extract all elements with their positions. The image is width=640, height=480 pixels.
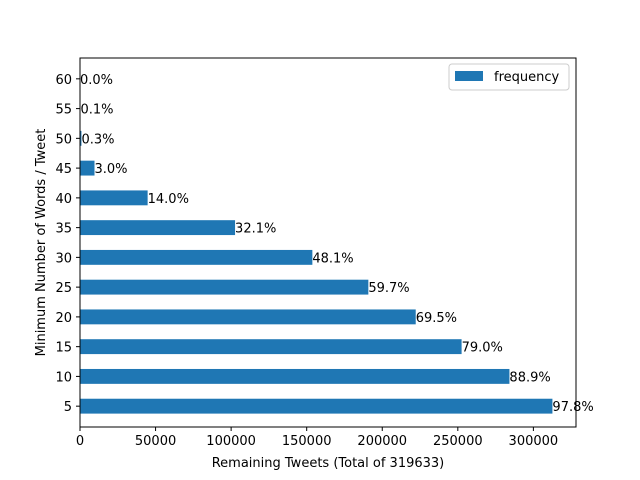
- legend-label: frequency: [494, 70, 560, 85]
- data-label-30: 48.1%: [312, 251, 353, 266]
- bar-15: [80, 339, 462, 355]
- x-tick-label-200000: 200000: [357, 434, 407, 449]
- bar-20: [80, 309, 416, 325]
- legend-box: [448, 63, 570, 91]
- x-tick-label-150000: 150000: [282, 434, 332, 449]
- data-label-60: 0.0%: [80, 73, 113, 88]
- bar-10: [80, 368, 510, 384]
- y-tick-label-35: 35: [55, 222, 72, 237]
- data-label-5: 97.8%: [552, 400, 593, 415]
- data-label-55: 0.1%: [80, 103, 113, 118]
- data-labels-group: 97.8%88.9% 79.0% 69.5% 59.7% 48.1% 32.1% 14.0%…: [80, 73, 594, 415]
- data-label-25: 59.7%: [368, 281, 409, 296]
- x-tick-label-250000: 250000: [433, 434, 483, 449]
- y-tick-label-55: 55: [55, 103, 72, 118]
- data-label-10: 88.9%: [509, 370, 550, 385]
- data-label-35: 32.1%: [235, 222, 276, 237]
- plot-frame: [79, 57, 577, 428]
- x-tick-label-100000: 100000: [206, 434, 256, 449]
- y-tick-label-30: 30: [55, 251, 72, 266]
- bar-45: [80, 160, 95, 176]
- x-tick-label-0: 0: [76, 434, 84, 449]
- bar-40: [80, 190, 148, 206]
- bar-35: [80, 220, 236, 236]
- bar-25: [80, 279, 369, 295]
- bar-5: [80, 398, 553, 414]
- legend-swatch: [455, 71, 483, 81]
- y-axis: 5 10 15 20 25 30 35 40 45 50 55 60: [55, 73, 80, 415]
- bars-group: [80, 101, 553, 414]
- bar-30: [80, 249, 313, 265]
- data-label-20: 69.5%: [416, 311, 457, 326]
- bar-50: [80, 130, 82, 146]
- y-tick-label-10: 10: [55, 370, 72, 385]
- legend: frequency: [448, 63, 570, 91]
- data-label-45: 3.0%: [95, 162, 128, 177]
- y-tick-label-5: 5: [64, 400, 72, 415]
- data-label-40: 14.0%: [148, 192, 189, 207]
- y-axis-label: Minimum Number of Words / Tweet: [34, 129, 49, 357]
- y-tick-label-45: 45: [55, 162, 72, 177]
- y-tick-label-60: 60: [55, 73, 72, 88]
- data-label-15: 79.0%: [462, 341, 503, 356]
- x-axis-label: Remaining Tweets (Total of 319633): [212, 456, 445, 471]
- x-tick-label-50000: 50000: [135, 434, 176, 449]
- y-tick-label-20: 20: [55, 311, 72, 326]
- y-tick-label-15: 15: [55, 341, 72, 356]
- y-tick-label-40: 40: [55, 192, 72, 207]
- y-tick-label-50: 50: [55, 132, 72, 147]
- y-tick-label-25: 25: [55, 281, 72, 296]
- x-tick-label-300000: 300000: [509, 434, 559, 449]
- x-axis: 0 50000 100000 150000 200000 250000 300000: [76, 427, 558, 449]
- data-label-50: 0.3%: [81, 132, 114, 147]
